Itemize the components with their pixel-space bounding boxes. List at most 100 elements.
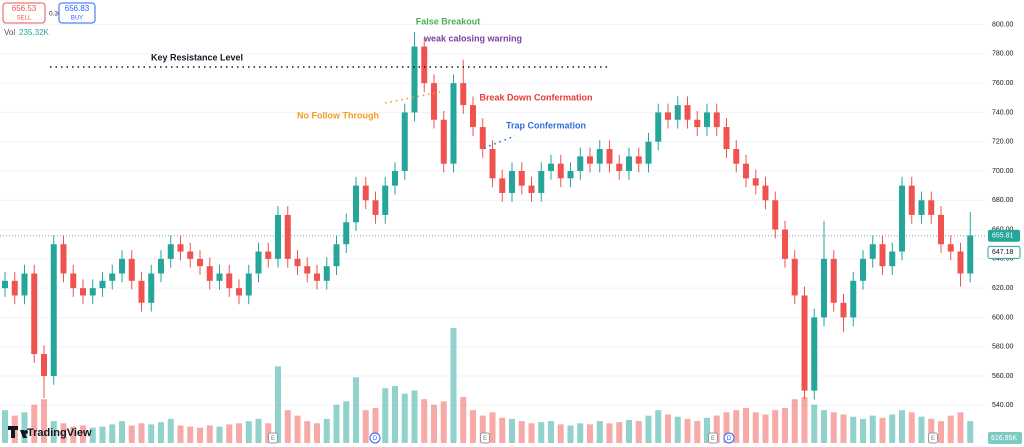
annotation: Trap Confermation (506, 120, 586, 130)
candle-body (811, 317, 818, 391)
y-tick-label: 700.00 (992, 168, 1014, 175)
price-axis: 540.00560.00580.00600.00620.00640.00660.… (987, 21, 1022, 444)
volume-bar (167, 418, 174, 443)
sell-label: SELL (17, 16, 32, 22)
volume-bar (762, 414, 769, 443)
candle-body (421, 46, 428, 84)
volume-bar (392, 386, 398, 443)
candle-body (362, 185, 369, 201)
candle-body (908, 185, 915, 215)
candle-body (752, 178, 759, 186)
last-price-tag (988, 229, 1020, 242)
candle-body (577, 156, 584, 171)
candle-body (323, 266, 330, 281)
volume-bar (382, 388, 389, 443)
volume-bar (479, 415, 486, 443)
volume-bar (665, 414, 671, 443)
sell-price: 656.53 (12, 4, 37, 13)
candle-body (548, 163, 554, 171)
y-tick-label: 760.00 (992, 80, 1014, 87)
candle-body (11, 280, 18, 296)
candle-body (440, 119, 447, 164)
candle-body (226, 273, 233, 289)
candle-body (470, 105, 476, 128)
candle-body (518, 171, 525, 186)
volume-bar (957, 412, 964, 443)
volume-bar (2, 410, 8, 443)
volume-bar (158, 422, 164, 443)
volume-bar (782, 407, 788, 443)
candle-body (167, 244, 174, 259)
brand-logo (8, 426, 29, 438)
candle-body (840, 302, 847, 318)
candle-body (801, 295, 808, 391)
volume-bar (372, 407, 379, 443)
candle-body (762, 185, 769, 201)
volume-bar (684, 418, 691, 443)
annotation: Key Resistance Level (151, 52, 243, 62)
prev-price-tag (987, 245, 1021, 259)
annotations: False Breakout weak calosing warning Key R… (151, 16, 593, 130)
volume-bar (811, 404, 818, 443)
volume-bar (197, 427, 203, 443)
volume-bar (850, 416, 857, 443)
y-tick-label: 800.00 (992, 21, 1014, 28)
volume-bar (323, 418, 330, 443)
volume-bar (791, 399, 798, 443)
candle-body (216, 273, 223, 281)
volume-bar (401, 393, 408, 443)
candle-body (918, 200, 925, 215)
candle-body (392, 171, 398, 186)
candle-body (830, 258, 837, 303)
candle-body (89, 288, 96, 296)
volume-bar (801, 397, 808, 443)
volume-label: Vol (4, 28, 15, 37)
volume-bar (89, 427, 96, 443)
y-tick-label: 780.00 (992, 51, 1014, 58)
buy-price: 656.83 (65, 4, 90, 13)
candle-body (713, 112, 720, 128)
candle-body (967, 235, 974, 274)
y-tick-label: 600.00 (992, 314, 1014, 321)
event-marker (268, 432, 278, 444)
y-tick-label: 740.00 (992, 109, 1014, 116)
candle-body (538, 171, 545, 193)
volume-bar (216, 426, 223, 443)
volume-bar (255, 418, 262, 443)
volume-value: 235.32K (19, 28, 49, 37)
y-tick-label: 540.00 (992, 402, 1014, 409)
event-label: E (271, 436, 275, 442)
volume-bar (41, 399, 47, 443)
event-marker (369, 432, 381, 444)
candle-body (499, 178, 506, 193)
volume-bar (440, 401, 447, 443)
volume-bar (177, 425, 184, 443)
candles (2, 31, 974, 400)
volume-bar (743, 407, 749, 443)
buy-button[interactable] (58, 2, 96, 24)
volume-bar (938, 421, 944, 443)
event-label: D (727, 436, 732, 442)
volume-bar (421, 399, 428, 443)
volume-bar (899, 410, 905, 443)
candle-body (21, 273, 28, 296)
volume-bar (138, 423, 145, 443)
candle-body (109, 273, 116, 281)
candle-body (655, 112, 662, 142)
candle-body (284, 214, 291, 259)
candle-body (869, 244, 876, 259)
candle-body (616, 163, 623, 171)
sell-button[interactable] (2, 2, 46, 24)
event-label: E (483, 436, 487, 442)
volume-bar (626, 420, 632, 443)
volume-bar (548, 421, 554, 443)
volume-bar (109, 424, 116, 443)
volume-bar (860, 418, 866, 443)
y-tick-label: 580.00 (992, 344, 1014, 351)
volume-bar (187, 426, 194, 443)
volume-bar (450, 328, 457, 443)
candle-body (99, 280, 106, 289)
candle-body (119, 258, 125, 274)
